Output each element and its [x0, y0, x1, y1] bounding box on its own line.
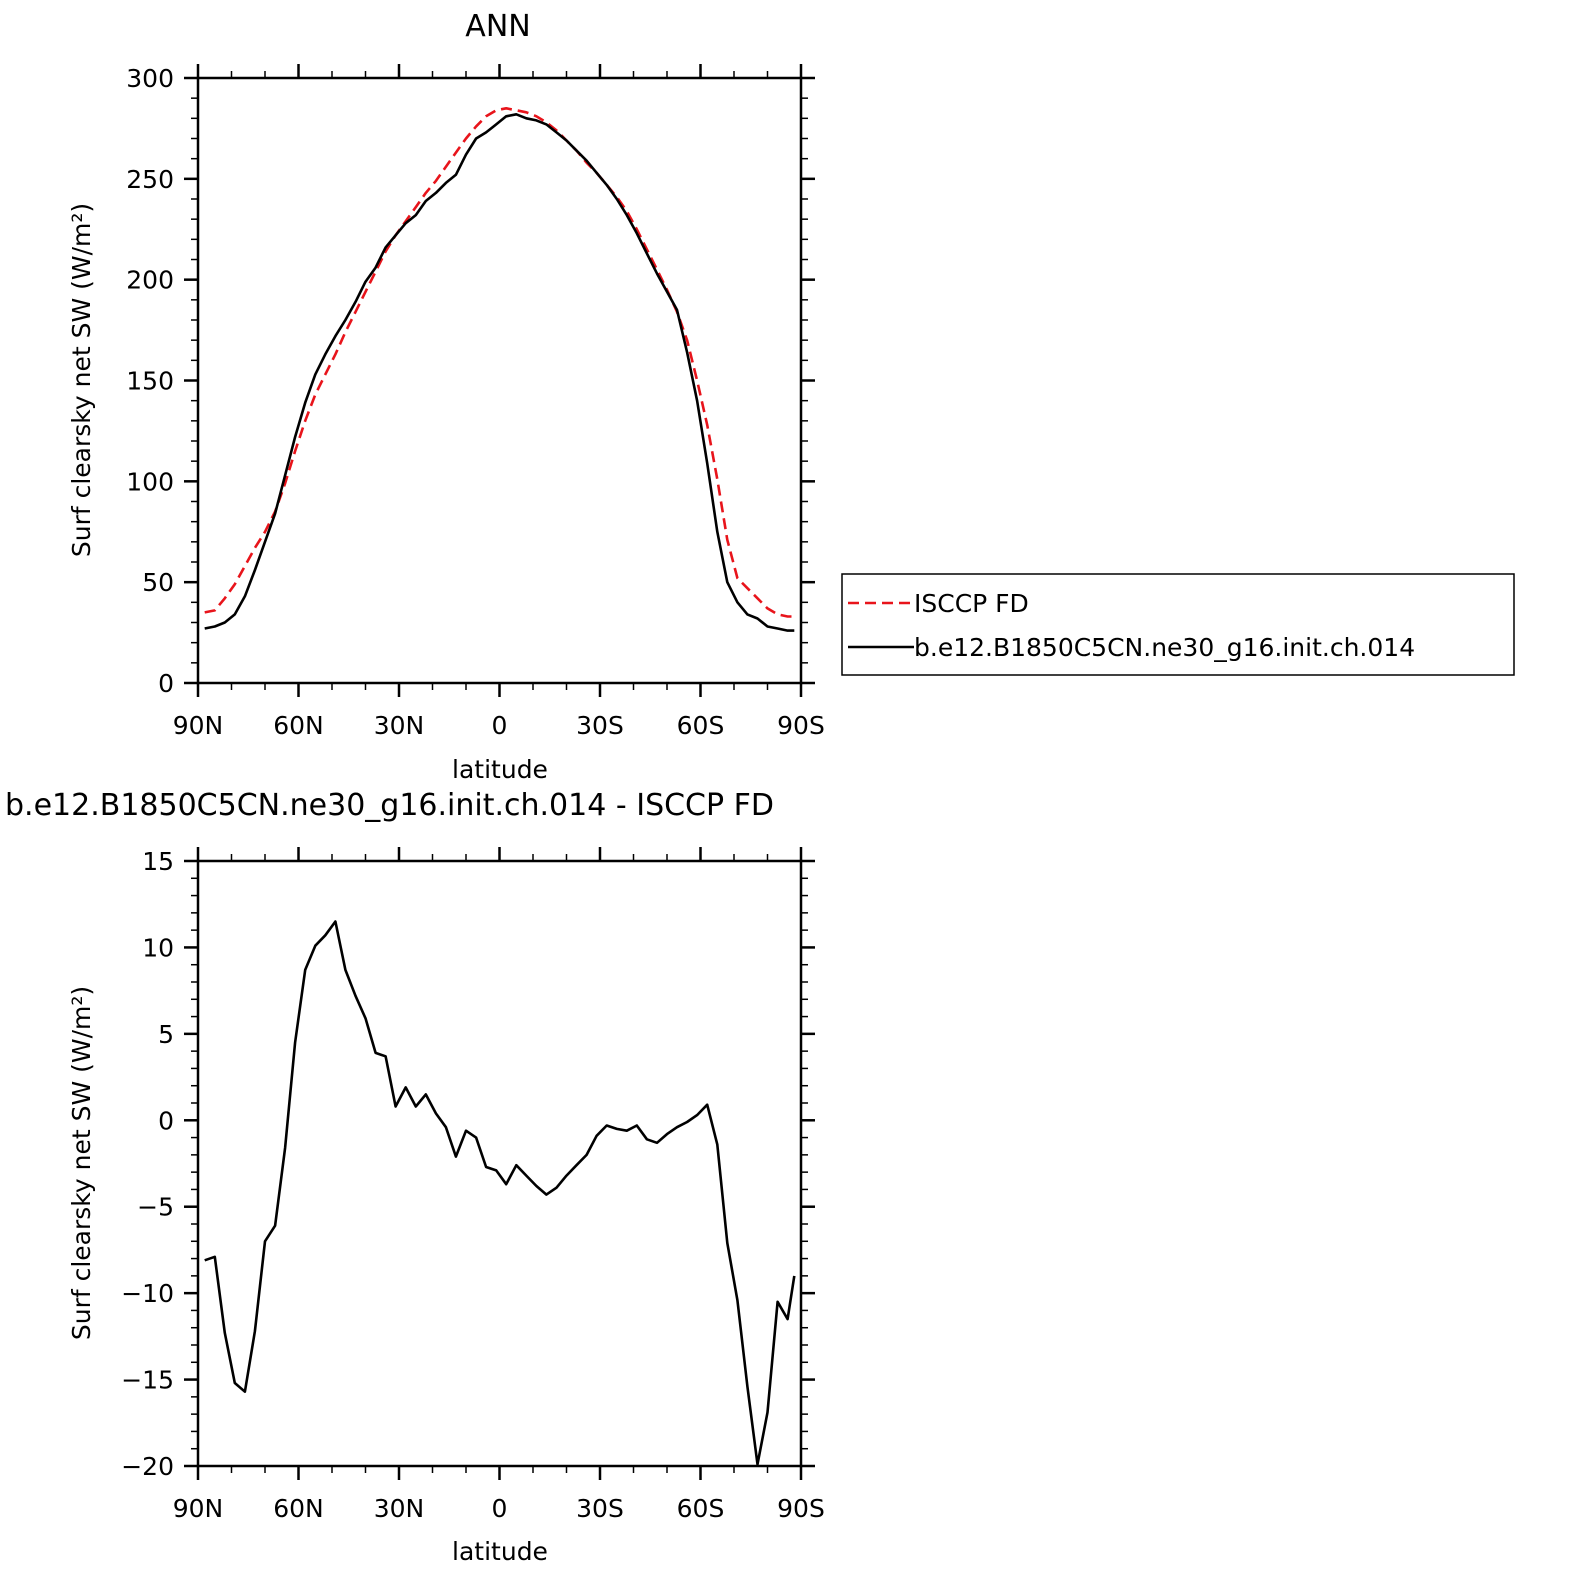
bottom-series-line-0	[204, 920, 796, 1466]
top-y-tick-labels: 0 50 100 150 200 250 300	[126, 64, 174, 698]
bottom-x-tick-label-1: 60N	[273, 1494, 324, 1523]
bottom-y-axis-label: Surf clearsky net SW (W/m²)	[67, 986, 96, 1340]
bottom-y-tick-label-0: −20	[121, 1452, 174, 1481]
legend-label-isccp: ISCCP FD	[914, 589, 1029, 618]
bottom-x-tick-label-0: 90N	[173, 1494, 224, 1523]
top-x-tick-label-0: 90N	[173, 711, 224, 740]
top-series-line-0	[204, 107, 795, 618]
bottom-panel: b.e12.B1850C5CN.ne30_g16.init.ch.014 - I…	[5, 788, 825, 1566]
top-series-line-1	[204, 113, 795, 632]
bottom-plot-frame	[196, 859, 803, 1468]
top-ticks	[184, 64, 815, 697]
top-y-tick-label-5: 250	[126, 165, 174, 194]
bottom-y-tick-label-6: 10	[142, 933, 174, 962]
bottom-x-tick-labels: 90N 60N 30N 0 30S 60S 90S	[173, 1494, 825, 1523]
top-chart-title: ANN	[465, 9, 530, 44]
bottom-y-tick-labels: −20 −15 −10 −5 0 5 10 15	[121, 847, 174, 1481]
bottom-ticks	[184, 847, 815, 1480]
bottom-y-tick-label-5: 5	[158, 1020, 174, 1049]
bottom-y-tick-label-4: 0	[158, 1106, 174, 1135]
top-y-tick-label-0: 0	[158, 669, 174, 698]
top-x-tick-label-3: 0	[492, 711, 508, 740]
top-x-tick-label-4: 30S	[576, 711, 624, 740]
top-x-tick-label-5: 60S	[677, 711, 725, 740]
top-series-layer	[204, 107, 795, 632]
top-panel: ANN 90N 60N 30N 0 30S 60S 90S 0 50 100 150 200 250 3…	[67, 9, 825, 784]
top-y-tick-label-2: 100	[126, 467, 174, 496]
bottom-x-tick-label-5: 60S	[677, 1494, 725, 1523]
top-plot-frame	[196, 76, 803, 685]
bottom-y-tick-label-1: −15	[121, 1366, 174, 1395]
top-y-axis-label: Surf clearsky net SW (W/m²)	[67, 203, 96, 557]
top-y-tick-label-4: 200	[126, 266, 174, 295]
top-y-tick-label-3: 150	[126, 367, 174, 396]
top-x-axis-label: latitude	[452, 755, 548, 784]
bottom-x-tick-label-4: 30S	[576, 1494, 624, 1523]
legend-label-model: b.e12.B1850C5CN.ne30_g16.init.ch.014	[914, 633, 1415, 662]
bottom-x-tick-label-3: 0	[492, 1494, 508, 1523]
legend-box	[841, 573, 1515, 676]
bottom-x-axis-label: latitude	[452, 1537, 548, 1566]
top-x-tick-label-6: 90S	[777, 711, 825, 740]
bottom-chart-title: b.e12.B1850C5CN.ne30_g16.init.ch.014 - I…	[5, 788, 774, 823]
legend: ISCCP FD b.e12.B1850C5CN.ne30_g16.init.c…	[841, 573, 1515, 676]
bottom-x-tick-label-6: 90S	[777, 1494, 825, 1523]
top-y-tick-label-1: 50	[142, 568, 174, 597]
top-x-tick-label-2: 30N	[374, 711, 425, 740]
bottom-y-tick-label-2: −10	[121, 1279, 174, 1308]
bottom-x-tick-label-2: 30N	[374, 1494, 425, 1523]
top-y-tick-label-6: 300	[126, 64, 174, 93]
bottom-series-layer	[204, 920, 796, 1466]
bottom-y-tick-label-7: 15	[142, 847, 174, 876]
top-x-tick-label-1: 60N	[273, 711, 324, 740]
bottom-y-tick-label-3: −5	[137, 1193, 174, 1222]
top-x-tick-labels: 90N 60N 30N 0 30S 60S 90S	[173, 711, 825, 740]
